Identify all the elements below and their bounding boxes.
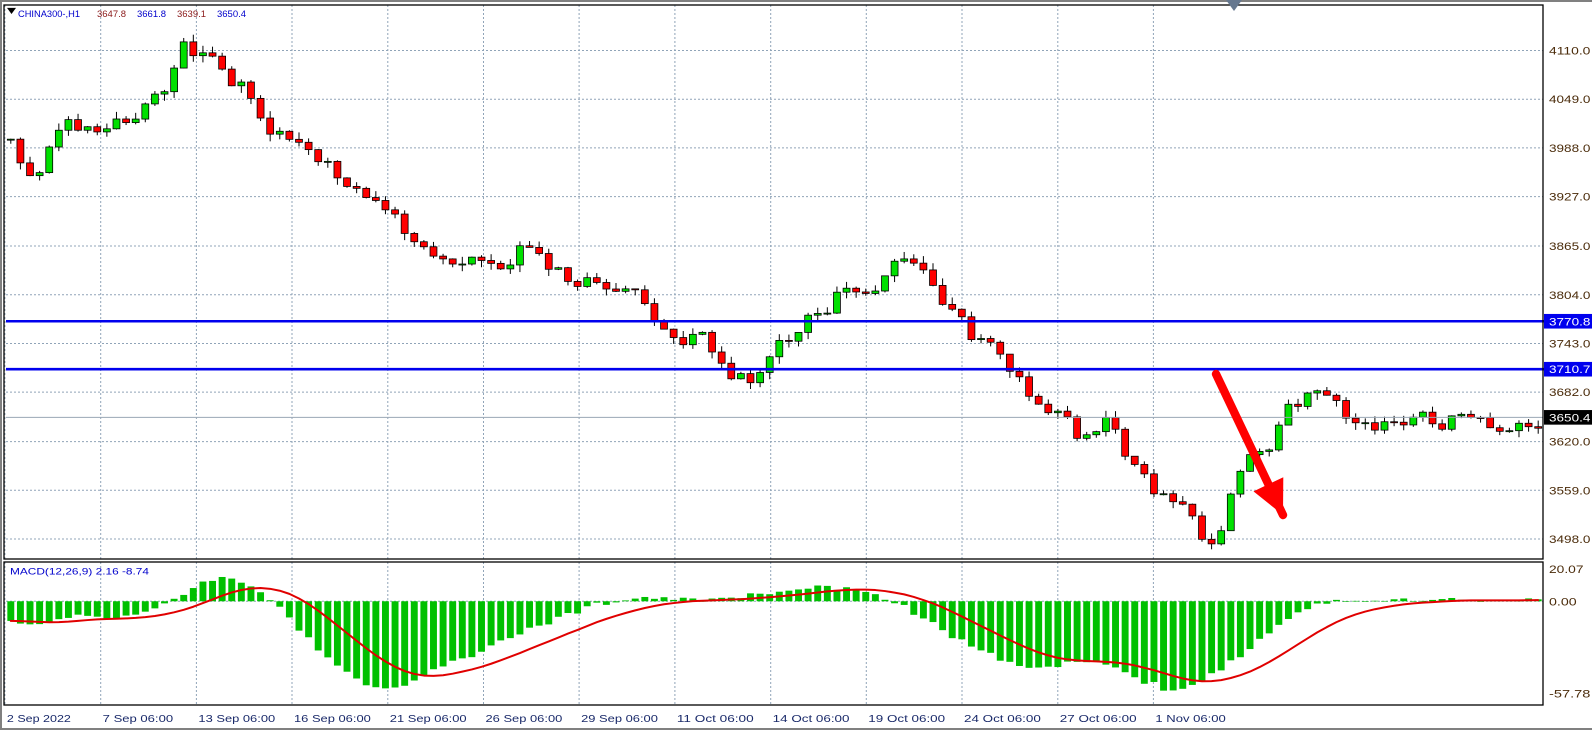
svg-text:14 Oct 06:00: 14 Oct 06:00 <box>773 714 850 725</box>
svg-text:3650.4: 3650.4 <box>217 9 246 19</box>
svg-text:CHINA300-,H1: CHINA300-,H1 <box>18 9 80 19</box>
svg-text:0.00: 0.00 <box>1549 596 1577 608</box>
svg-text:3988.0: 3988.0 <box>1549 143 1590 155</box>
svg-text:3650.4: 3650.4 <box>1549 412 1590 424</box>
svg-text:2 Sep 2022: 2 Sep 2022 <box>7 714 72 725</box>
svg-text:4110.0: 4110.0 <box>1549 46 1590 58</box>
svg-text:7 Sep 06:00: 7 Sep 06:00 <box>103 714 174 725</box>
svg-text:3559.0: 3559.0 <box>1549 485 1590 497</box>
svg-text:3498.0: 3498.0 <box>1549 534 1590 546</box>
svg-text:16 Sep 06:00: 16 Sep 06:00 <box>294 714 371 725</box>
svg-text:3661.8: 3661.8 <box>137 9 166 19</box>
svg-text:13 Sep 06:00: 13 Sep 06:00 <box>198 714 275 725</box>
svg-text:3743.0: 3743.0 <box>1549 338 1590 350</box>
svg-text:3927.0: 3927.0 <box>1549 192 1590 204</box>
svg-text:3639.1: 3639.1 <box>177 9 206 19</box>
svg-text:4049.0: 4049.0 <box>1549 94 1590 106</box>
svg-text:3770.8: 3770.8 <box>1549 316 1590 328</box>
svg-text:3647.8: 3647.8 <box>97 9 126 19</box>
svg-text:26 Sep 06:00: 26 Sep 06:00 <box>486 714 563 725</box>
svg-text:24 Oct 06:00: 24 Oct 06:00 <box>964 714 1041 725</box>
svg-text:3682.0: 3682.0 <box>1549 387 1590 399</box>
svg-text:20.07: 20.07 <box>1549 564 1584 576</box>
svg-text:3804.0: 3804.0 <box>1549 290 1590 302</box>
svg-text:19 Oct 06:00: 19 Oct 06:00 <box>868 714 945 725</box>
svg-text:3710.7: 3710.7 <box>1549 364 1590 376</box>
svg-text:11 Oct 06:00: 11 Oct 06:00 <box>677 714 754 725</box>
svg-text:MACD(12,26,9) 2.16 -8.74: MACD(12,26,9) 2.16 -8.74 <box>10 566 149 576</box>
svg-text:27 Oct 06:00: 27 Oct 06:00 <box>1060 714 1137 725</box>
svg-text:3620.0: 3620.0 <box>1549 437 1590 449</box>
svg-text:21 Sep 06:00: 21 Sep 06:00 <box>390 714 467 725</box>
svg-text:-57.78: -57.78 <box>1549 688 1590 700</box>
svg-text:1 Nov 06:00: 1 Nov 06:00 <box>1155 714 1226 725</box>
svg-text:3865.0: 3865.0 <box>1549 241 1590 253</box>
svg-text:29 Sep 06:00: 29 Sep 06:00 <box>581 714 658 725</box>
